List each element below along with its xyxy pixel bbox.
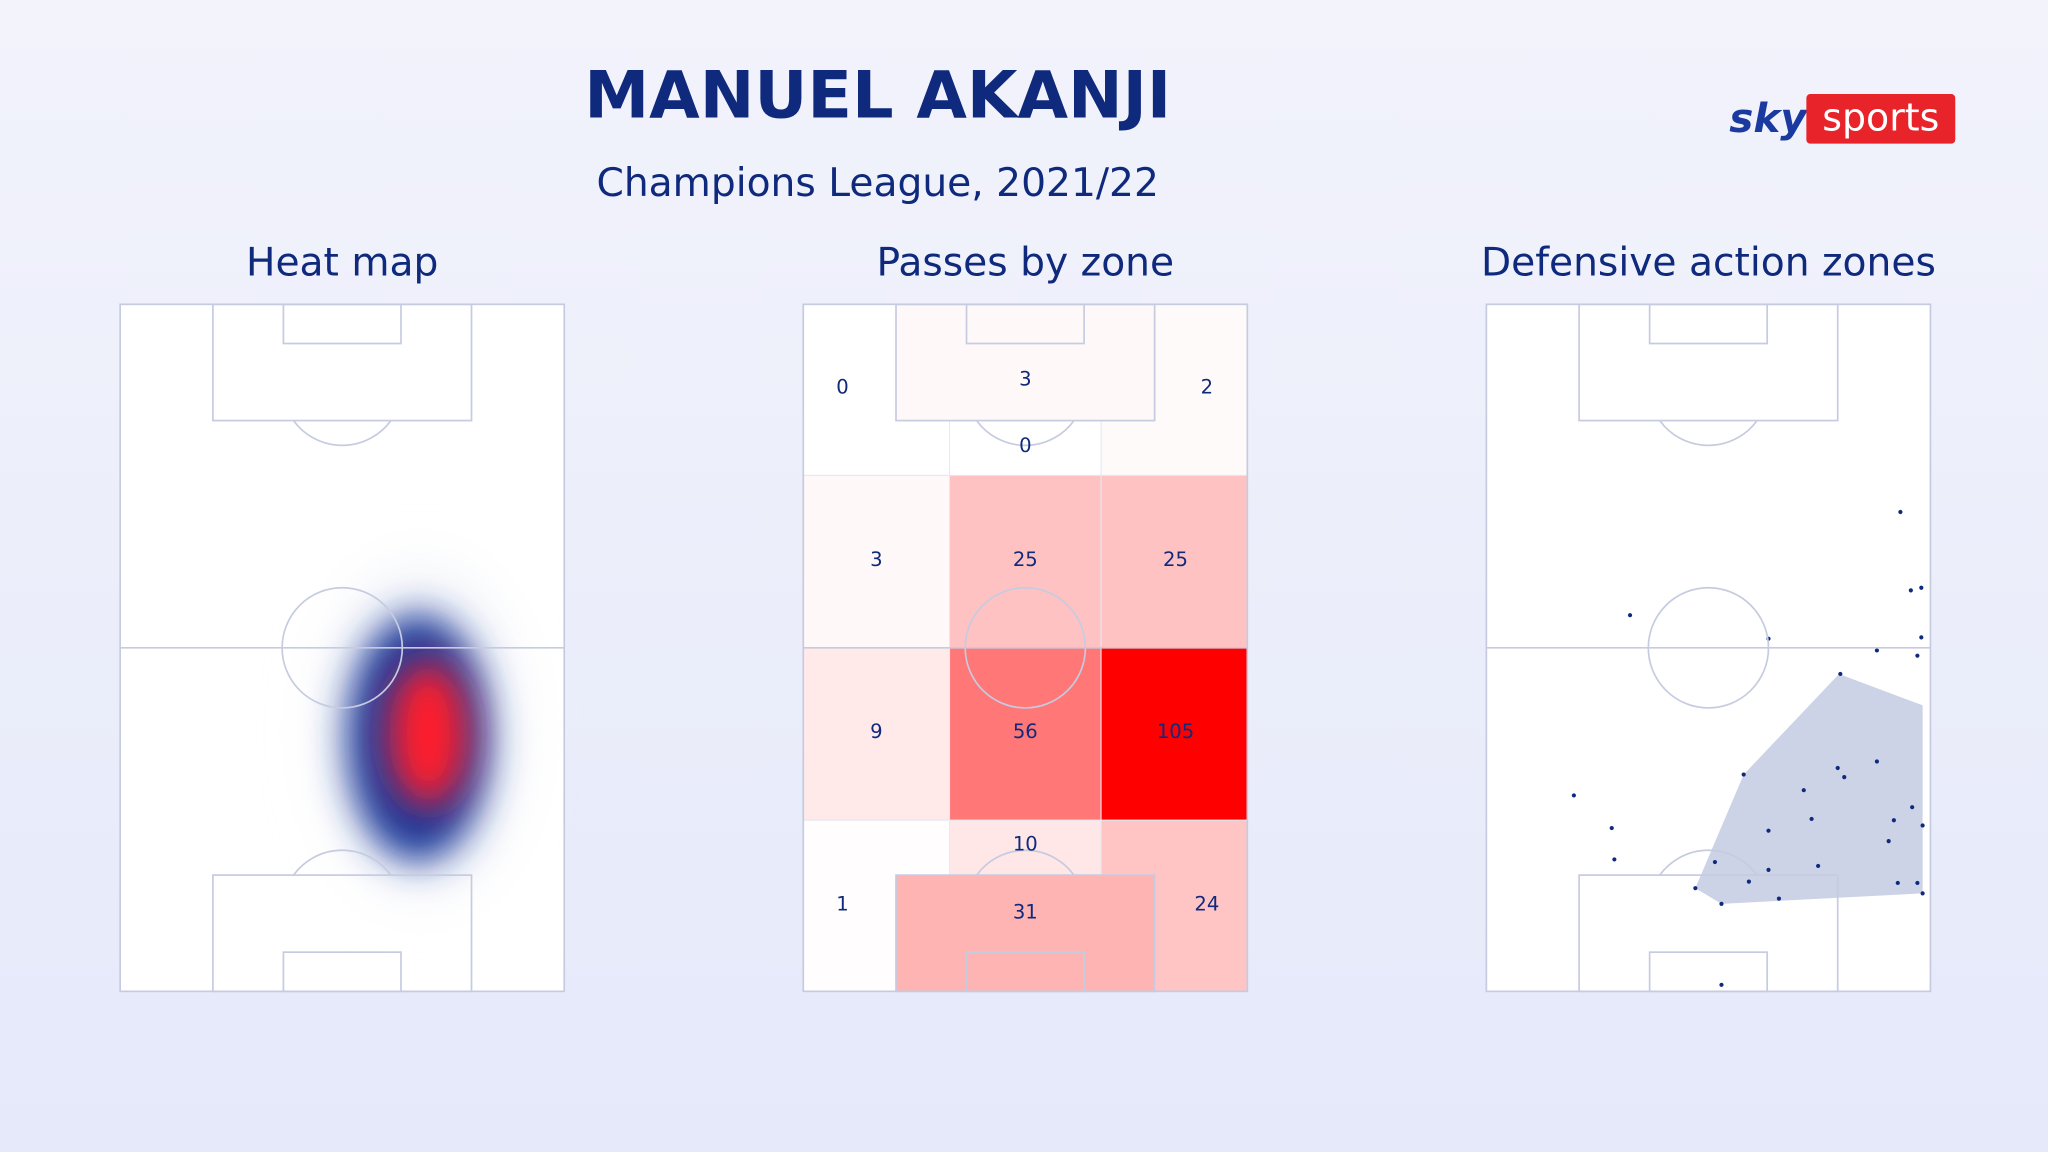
pitch-lines	[802, 303, 1249, 993]
action-dot	[1920, 891, 1925, 896]
zone-label: 9	[870, 720, 882, 743]
action-dot	[1920, 823, 1925, 828]
six-yard-box	[965, 303, 1085, 345]
action-dot	[1766, 828, 1771, 833]
zone-label: 25	[1163, 548, 1188, 571]
centre-circle	[281, 586, 404, 709]
action-zone	[1695, 673, 1923, 904]
action-dot	[1719, 982, 1724, 987]
brand-sports: sports	[1822, 96, 1939, 140]
centre-circle	[964, 586, 1087, 709]
passes-pitch: 0 3 0 2 3 25 25 9 56 105 1 10 24 31	[802, 303, 1249, 993]
penalty-arc	[1659, 849, 1758, 876]
action-dot	[1766, 867, 1771, 872]
penalty-arc	[975, 420, 1075, 447]
action-dot	[1915, 653, 1920, 658]
action-dot	[1801, 788, 1806, 793]
defensive-actions	[1571, 509, 1925, 987]
action-dot	[1842, 775, 1847, 780]
action-dot	[1874, 648, 1879, 653]
panel-title: Heat map	[246, 241, 438, 286]
action-dot	[1776, 896, 1782, 901]
panel-title: Passes by zone	[877, 241, 1175, 286]
action-dot	[1838, 671, 1843, 677]
pitch-lines	[1485, 303, 1932, 993]
zone-label: 2	[1201, 375, 1213, 398]
zone-label: 24	[1194, 893, 1219, 916]
action-dot	[1910, 805, 1915, 810]
zone-label: 0	[836, 375, 848, 398]
action-dot	[1809, 816, 1814, 822]
zone-cell	[802, 647, 951, 821]
zone-label: 10	[1013, 833, 1038, 856]
zone-cell	[895, 303, 1156, 422]
action-dot	[1886, 839, 1891, 844]
zone-cell	[1100, 647, 1248, 821]
panel-title: Defensive action zones	[1481, 241, 1936, 286]
centre-circle	[1647, 586, 1770, 709]
action-dot	[1712, 859, 1718, 865]
action-dot	[1919, 585, 1924, 590]
action-dot	[1816, 863, 1821, 869]
action-dot	[1571, 793, 1576, 798]
action-dot	[1891, 818, 1896, 823]
action-dot	[1895, 880, 1900, 886]
action-dot	[1612, 857, 1617, 862]
action-dot	[1915, 880, 1920, 886]
brand-box	[1806, 94, 1956, 144]
action-dot	[1746, 879, 1751, 884]
pitch-lines	[119, 303, 566, 993]
zone-cell	[802, 474, 951, 649]
six-yard-box	[965, 951, 1085, 993]
zone-label: 1	[836, 893, 848, 916]
zone-label: 3	[1019, 368, 1031, 391]
six-yard-box	[282, 951, 402, 993]
six-yard-box	[1648, 951, 1769, 993]
subtitle: Champions League, 2021/22	[597, 161, 1159, 206]
six-yard-box	[282, 303, 402, 345]
heat-red	[389, 662, 468, 806]
penalty-arc	[1659, 420, 1758, 447]
action-dot	[1627, 613, 1633, 618]
penalty-arc	[292, 420, 392, 447]
action-dot	[1719, 901, 1724, 906]
brand-sky: sky	[1729, 94, 1808, 142]
pass-zones	[802, 303, 1248, 992]
action-dot	[1609, 825, 1614, 831]
action-dot	[1835, 765, 1840, 771]
heat-map-pitch	[119, 303, 566, 993]
zone-label: 105	[1157, 720, 1194, 743]
penalty-arc	[975, 849, 1075, 876]
zone-label: 3	[870, 548, 882, 571]
zone-cell	[1100, 474, 1248, 649]
zone-cell	[949, 474, 1102, 649]
action-dot	[1693, 886, 1698, 891]
defensive-pitch	[1485, 303, 1932, 993]
six-yard-box	[1648, 303, 1769, 345]
action-dot	[1908, 588, 1913, 593]
action-dot	[1874, 759, 1879, 764]
action-dot	[1919, 635, 1924, 640]
zone-label: 56	[1013, 720, 1038, 743]
brand-logo: sky sports	[1729, 94, 1956, 144]
zone-cell	[895, 874, 1156, 992]
zone-cell	[949, 647, 1102, 821]
title: MANUEL AKANJI	[584, 58, 1171, 134]
zone-label: 25	[1013, 548, 1038, 571]
zone-label: 0	[1019, 434, 1031, 457]
penalty-arc	[292, 849, 392, 876]
zone-label: 31	[1013, 900, 1038, 923]
action-dot	[1898, 509, 1903, 515]
action-dot	[1741, 772, 1746, 777]
